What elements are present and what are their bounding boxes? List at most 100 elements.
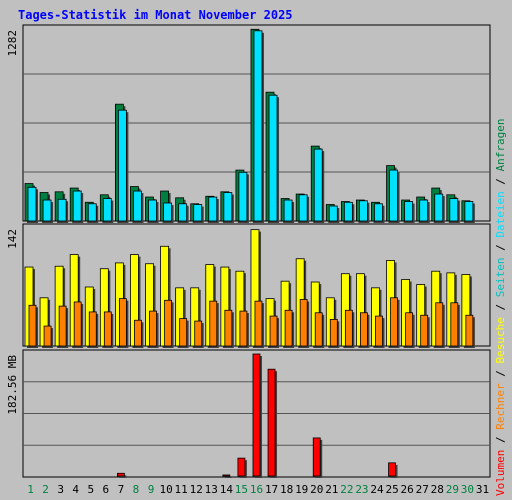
x-tick-label: 11 (175, 483, 188, 496)
right-legend: Volumen / Rechner / Besuche / Seiten / D… (494, 118, 507, 496)
bar-rechner-2 (43, 325, 52, 347)
bar-dateien-20 (313, 148, 323, 222)
bar-dateien-2 (42, 199, 52, 222)
bar-dateien-15 (238, 171, 248, 222)
bar-rechner-6 (103, 311, 112, 347)
bar-rechner-24 (375, 315, 383, 347)
right-legend-part: / (494, 171, 507, 191)
y-axis-max-label: 142 (6, 229, 19, 249)
bar-rechner-15 (239, 310, 248, 347)
chart-title: Tages-Statistik im Monat November 2025 (18, 8, 293, 22)
right-legend-part: / (494, 238, 507, 258)
bar-dateien-28 (434, 193, 444, 222)
bar-rechner-30 (465, 314, 474, 347)
right-legend-part: / (494, 364, 507, 384)
panel-volume: 182.56 MB (6, 349, 491, 478)
x-tick-label: 21 (325, 483, 338, 496)
bar-dateien-19 (298, 194, 308, 222)
bar-volumen-16 (252, 353, 261, 477)
bar-dateien-22 (343, 201, 353, 222)
bar-volumen-14 (222, 474, 231, 477)
bar-rechner-21 (329, 319, 338, 347)
right-legend-part: Besuche (494, 317, 507, 363)
bar-dateien-25 (389, 169, 398, 222)
x-tick-label: 23 (355, 483, 368, 496)
right-legend-part: / (494, 430, 507, 450)
bar-dateien-26 (404, 201, 414, 222)
bar-volumen-15 (237, 457, 246, 477)
bar-rechner-26 (405, 312, 414, 347)
bar-rechner-10 (164, 299, 172, 347)
bar-rechner-7 (118, 298, 127, 347)
bar-dateien-24 (374, 203, 383, 222)
bar-rechner-14 (224, 309, 233, 347)
x-tick-label: 14 (220, 483, 234, 496)
bar-dateien-11 (178, 203, 188, 222)
bar-dateien-8 (133, 190, 142, 222)
bar-dateien-23 (359, 200, 368, 222)
x-tick-label: 2 (42, 483, 49, 496)
y-axis-max-label: 182.56 MB (6, 355, 19, 415)
x-tick-label: 4 (72, 483, 79, 496)
x-tick-label: 15 (235, 483, 248, 496)
bar-dateien-17 (268, 94, 278, 222)
bar-rechner-25 (390, 297, 398, 347)
chart-panels: 1282 142 182.56 MB (6, 24, 491, 478)
panel-hits_files: 1282 (6, 24, 491, 224)
bar-volumen-7 (116, 472, 125, 477)
bar-dateien-12 (193, 204, 203, 222)
bar-volumen-25 (388, 462, 396, 477)
right-legend-part: Rechner (494, 383, 507, 430)
x-tick-label: 24 (370, 483, 384, 496)
x-tick-label: 26 (401, 483, 414, 496)
x-tick-label: 19 (295, 483, 308, 496)
x-tick-label: 13 (205, 483, 218, 496)
x-tick-label: 12 (190, 483, 203, 496)
x-tick-label: 5 (87, 483, 94, 496)
right-legend-part: / (494, 297, 507, 317)
bar-volumen-17 (267, 368, 276, 477)
bar-volumen-7-shadow (119, 475, 127, 478)
bar-rechner-23 (360, 312, 368, 347)
right-legend-part: Anfragen (494, 118, 507, 171)
bar-dateien-14 (223, 192, 233, 222)
right-legend-part: Seiten (494, 258, 507, 298)
x-tick-label: 18 (280, 483, 293, 496)
y-axis-max-label: 1282 (6, 30, 19, 57)
bar-dateien-1 (27, 186, 37, 222)
right-legend-part: Dateien (494, 191, 507, 237)
bar-dateien-13 (208, 196, 218, 222)
bar-dateien-5 (87, 203, 97, 222)
x-tick-label: 27 (416, 483, 429, 496)
bar-rechner-11 (179, 318, 188, 347)
bar-rechner-22 (344, 309, 353, 347)
bar-rechner-4 (73, 301, 82, 347)
bar-dateien-27 (419, 199, 429, 222)
x-tick-label: 17 (265, 483, 278, 496)
bar-dateien-16 (253, 30, 263, 222)
bar-dateien-10 (163, 202, 172, 222)
x-tick-label: 10 (159, 483, 172, 496)
x-tick-label: 16 (250, 483, 263, 496)
bar-dateien-4 (72, 190, 82, 222)
bar-volumen-20 (312, 437, 321, 477)
bar-dateien-29 (449, 198, 459, 222)
x-tick-label: 9 (148, 483, 155, 496)
x-axis-labels: 1 2 3 4 5 6 7 8 9 10 11 12 13 14 15 16 17 18 19 20 21 22 23 24 2… (27, 483, 489, 496)
bar-dateien-9 (148, 199, 157, 222)
x-tick-label: 20 (310, 483, 323, 496)
bar-rechner-17 (269, 315, 278, 347)
bar-rechner-9 (149, 310, 157, 347)
bar-rechner-18 (284, 309, 293, 347)
x-tick-label: 22 (340, 483, 353, 496)
bar-rechner-5 (88, 311, 97, 347)
x-tick-label: 8 (133, 483, 140, 496)
x-tick-label: 1 (27, 483, 34, 496)
right-legend-part: Volumen (494, 450, 507, 496)
panel-pages_visits_hosts: 142 (6, 223, 491, 348)
bar-dateien-7 (117, 109, 127, 222)
bar-rechner-27 (420, 314, 429, 347)
x-tick-label: 6 (103, 483, 110, 496)
bar-dateien-30 (464, 201, 474, 222)
